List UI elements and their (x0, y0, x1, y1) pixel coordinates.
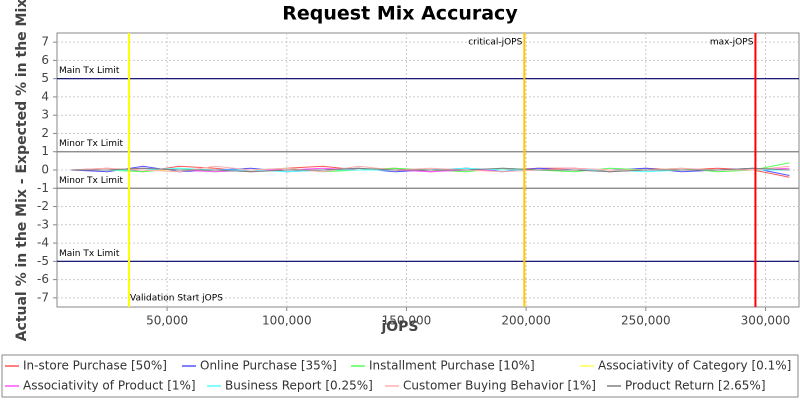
legend-label: Business Report [0.25%] (225, 379, 373, 393)
legend-label: Online Purchase [35%] (200, 359, 337, 373)
legend-label: Associativity of Category [0.1%] (598, 359, 791, 373)
y-tick-label: 3 (41, 108, 49, 122)
x-axis-label: jOPS (380, 319, 418, 335)
legend-label: In-store Purchase [50%] (23, 359, 167, 373)
legend-label: Product Return [2.65%] (625, 379, 766, 393)
marker-label: Validation Start jOPS (130, 294, 223, 304)
marker-label: max-jOPS (710, 38, 754, 48)
y-tick-label: -4 (37, 236, 49, 250)
y-axis-label: Actual % in the Mix - Expected % in the … (14, 0, 30, 341)
y-tick-label: 2 (41, 126, 49, 140)
y-tick-label: -1 (37, 181, 49, 195)
limit-label: Minor Tx Limit (59, 139, 124, 149)
legend-label: Associativity of Product [1%] (23, 379, 196, 393)
y-tick-label: 4 (41, 89, 49, 103)
x-tick-label: 100,000 (262, 314, 312, 328)
y-tick-label: 6 (41, 53, 49, 67)
series-line (71, 167, 790, 173)
y-tick-label: 1 (41, 144, 49, 158)
y-tick-label: 5 (41, 71, 49, 85)
limit-label: Main Tx Limit (59, 249, 120, 259)
y-tick-label: -5 (37, 254, 49, 268)
x-tick-label: 300,000 (741, 314, 791, 328)
marker-label: critical-jOPS (468, 38, 522, 48)
limit-label: Minor Tx Limit (59, 176, 124, 186)
legend (1, 354, 799, 398)
y-tick-label: 0 (41, 163, 49, 177)
legend-label: Installment Purchase [10%] (369, 359, 535, 373)
chart-title: Request Mix Accuracy (282, 3, 518, 25)
y-tick-label: 7 (41, 35, 49, 49)
y-tick-label: -3 (37, 217, 49, 231)
y-tick-label: -2 (37, 199, 49, 213)
legend-label: Customer Buying Behavior [1%] (403, 379, 596, 393)
y-tick-label: -6 (37, 272, 49, 286)
x-tick-label: 200,000 (501, 314, 551, 328)
x-tick-label: 50,000 (146, 314, 188, 328)
x-tick-label: 250,000 (621, 314, 671, 328)
x-tick-label: 150,000 (382, 314, 432, 328)
y-tick-label: -7 (37, 290, 49, 304)
limit-label: Main Tx Limit (59, 66, 120, 76)
